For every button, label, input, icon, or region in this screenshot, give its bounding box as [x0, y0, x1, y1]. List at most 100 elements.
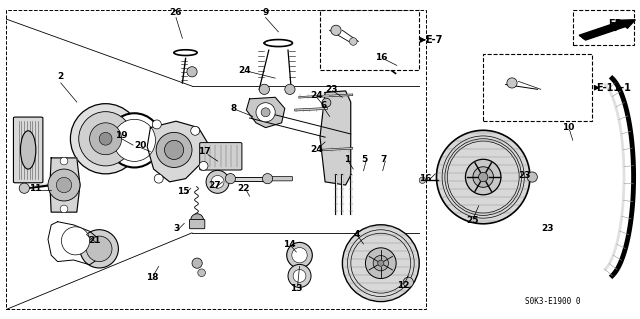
Text: 21: 21	[88, 236, 101, 245]
Text: 9: 9	[262, 8, 269, 17]
Text: 24: 24	[310, 91, 323, 100]
Ellipse shape	[373, 256, 388, 271]
FancyArrow shape	[579, 20, 636, 40]
Bar	[320, 10, 419, 70]
Text: 26: 26	[170, 8, 182, 17]
Ellipse shape	[527, 172, 538, 182]
Ellipse shape	[191, 214, 204, 226]
Text: 10: 10	[562, 123, 575, 132]
Ellipse shape	[99, 132, 112, 145]
Ellipse shape	[403, 277, 413, 287]
FancyBboxPatch shape	[268, 176, 292, 181]
Text: 11: 11	[29, 184, 42, 193]
Text: 22: 22	[237, 184, 250, 193]
Text: 12: 12	[397, 281, 410, 290]
Ellipse shape	[20, 131, 36, 169]
Text: 24: 24	[238, 66, 251, 75]
Text: 4: 4	[354, 230, 360, 239]
Text: 18: 18	[146, 273, 159, 282]
Text: 5: 5	[362, 155, 368, 164]
Text: 23: 23	[325, 85, 338, 94]
Ellipse shape	[436, 130, 530, 224]
Ellipse shape	[108, 113, 161, 167]
Text: E-7: E-7	[426, 35, 443, 45]
Text: 3: 3	[173, 224, 179, 233]
Ellipse shape	[349, 38, 357, 45]
Ellipse shape	[342, 225, 419, 301]
Ellipse shape	[192, 258, 202, 268]
Ellipse shape	[225, 174, 236, 184]
Ellipse shape	[79, 112, 132, 166]
Text: 1: 1	[344, 155, 351, 164]
Polygon shape	[246, 97, 285, 128]
Ellipse shape	[378, 260, 384, 266]
Ellipse shape	[90, 123, 122, 155]
Text: 16: 16	[374, 53, 387, 62]
Text: S0K3-E1900 0: S0K3-E1900 0	[525, 297, 580, 306]
Text: 8: 8	[230, 104, 237, 113]
Ellipse shape	[261, 108, 270, 117]
Ellipse shape	[206, 170, 229, 193]
Ellipse shape	[198, 269, 205, 277]
Ellipse shape	[292, 248, 307, 263]
Ellipse shape	[322, 98, 331, 107]
Ellipse shape	[48, 169, 80, 201]
Ellipse shape	[70, 104, 141, 174]
Ellipse shape	[187, 67, 197, 77]
Text: 27: 27	[208, 181, 221, 189]
Ellipse shape	[211, 175, 224, 188]
Text: FR.: FR.	[608, 19, 626, 29]
Ellipse shape	[419, 177, 426, 183]
Polygon shape	[147, 121, 208, 182]
Text: 15: 15	[177, 187, 190, 196]
Text: 13: 13	[290, 284, 303, 293]
Ellipse shape	[262, 174, 273, 184]
Ellipse shape	[259, 84, 269, 94]
Ellipse shape	[288, 264, 311, 287]
Text: 14: 14	[283, 240, 296, 249]
Bar	[6, 10, 426, 309]
Ellipse shape	[80, 230, 118, 268]
FancyBboxPatch shape	[189, 219, 205, 229]
Ellipse shape	[61, 227, 90, 255]
Ellipse shape	[256, 103, 275, 122]
Polygon shape	[320, 91, 351, 185]
Text: 2: 2	[58, 72, 64, 81]
FancyBboxPatch shape	[200, 143, 242, 170]
Ellipse shape	[507, 78, 517, 88]
Text: E-11-1: E-11-1	[596, 83, 631, 93]
Ellipse shape	[60, 205, 68, 213]
Text: 23: 23	[518, 171, 531, 180]
Ellipse shape	[164, 140, 184, 160]
Text: 16: 16	[419, 174, 432, 183]
Ellipse shape	[156, 132, 192, 167]
Ellipse shape	[287, 242, 312, 268]
Ellipse shape	[465, 159, 501, 195]
Bar	[573, 10, 634, 45]
Ellipse shape	[113, 119, 156, 161]
Ellipse shape	[473, 167, 493, 187]
Ellipse shape	[19, 183, 29, 193]
Text: 24: 24	[310, 145, 323, 154]
Text: 25: 25	[466, 216, 479, 225]
Text: 7: 7	[381, 155, 387, 164]
Ellipse shape	[152, 120, 161, 129]
Ellipse shape	[86, 236, 112, 262]
FancyBboxPatch shape	[13, 117, 43, 183]
Ellipse shape	[374, 57, 381, 64]
Polygon shape	[50, 158, 80, 212]
Ellipse shape	[60, 157, 68, 165]
Text: 6: 6	[320, 101, 326, 110]
Ellipse shape	[56, 177, 72, 193]
Ellipse shape	[199, 161, 208, 170]
Text: 23: 23	[541, 224, 554, 233]
Ellipse shape	[479, 172, 488, 182]
Text: 19: 19	[115, 131, 128, 140]
Ellipse shape	[285, 84, 295, 94]
Ellipse shape	[293, 270, 306, 282]
Text: 17: 17	[198, 147, 211, 156]
Bar	[483, 54, 592, 121]
Ellipse shape	[331, 25, 341, 35]
Ellipse shape	[365, 248, 396, 278]
Ellipse shape	[191, 126, 200, 135]
